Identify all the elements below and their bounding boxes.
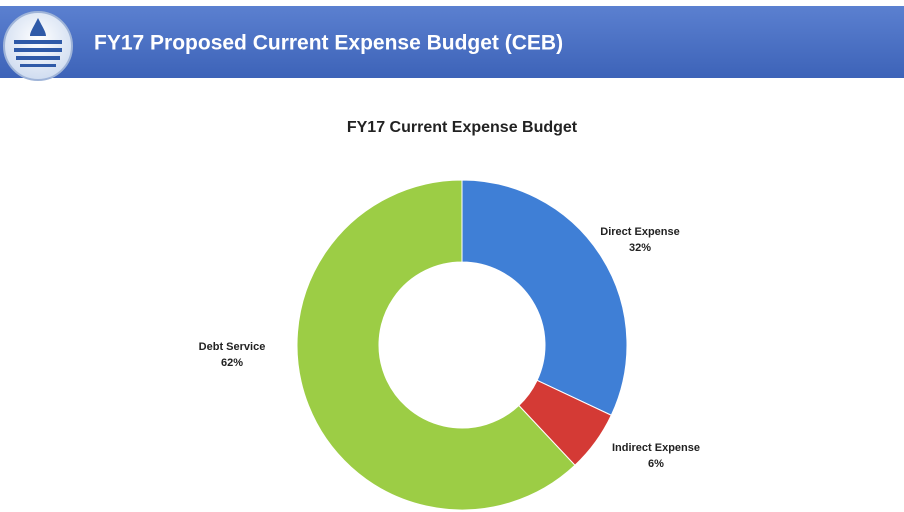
slice-value: 32% bbox=[629, 242, 651, 254]
chart-title: FY17 Current Expense Budget bbox=[347, 119, 578, 136]
slice-label: Direct Expense bbox=[600, 226, 679, 238]
slice-value: 62% bbox=[221, 357, 243, 369]
slice-value: 6% bbox=[648, 458, 664, 470]
slice-label: Debt Service bbox=[199, 341, 266, 353]
slide-title: FY17 Proposed Current Expense Budget (CE… bbox=[94, 32, 563, 55]
donut-slice bbox=[461, 179, 628, 416]
logo bbox=[3, 11, 73, 81]
donut-slice bbox=[296, 179, 576, 511]
slice-label: Indirect Expense bbox=[612, 442, 700, 454]
header-band bbox=[0, 6, 904, 78]
